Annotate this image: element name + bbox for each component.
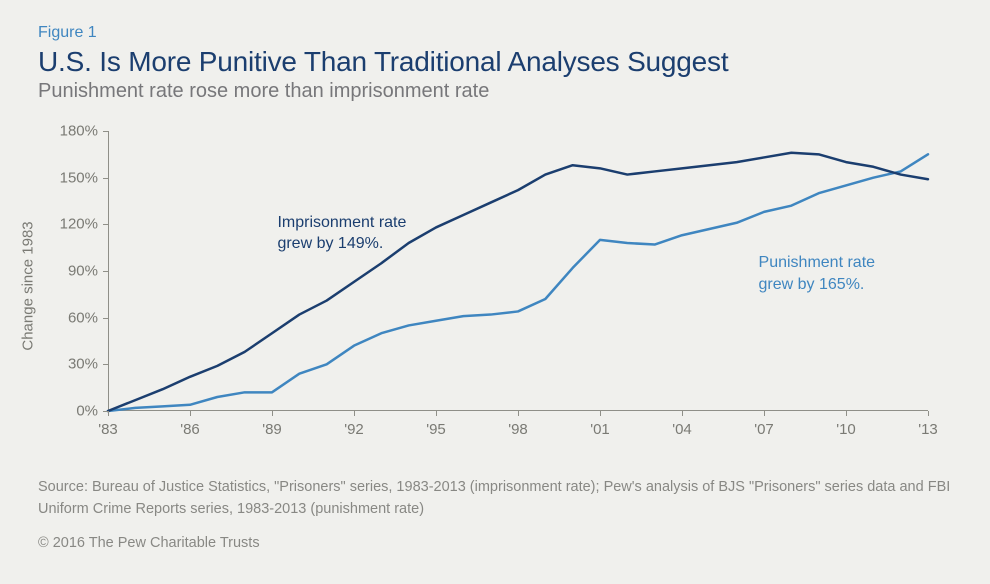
chart-title: U.S. Is More Punitive Than Traditional A…	[38, 46, 952, 78]
x-tick-label: '92	[344, 421, 364, 438]
y-tick-mark	[103, 178, 108, 179]
source-text: Source: Bureau of Justice Statistics, "P…	[38, 477, 952, 521]
x-tick-label: '95	[426, 421, 446, 438]
y-tick-mark	[103, 131, 108, 132]
annotation-imprisonment: Imprisonment rate grew by 149%.	[277, 212, 406, 255]
y-tick-label: 180%	[60, 123, 98, 140]
y-tick-mark	[103, 318, 108, 319]
chart-area: Change since 1983 0%30%60%90%120%150%180…	[38, 121, 938, 451]
figure-label: Figure 1	[38, 24, 952, 42]
x-tick-mark	[436, 411, 437, 416]
x-tick-label: '89	[262, 421, 282, 438]
x-tick-label: '10	[836, 421, 856, 438]
annotation-punishment: Punishment rate grew by 165%.	[759, 252, 876, 295]
y-tick-label: 60%	[68, 309, 98, 326]
y-tick-label: 90%	[68, 263, 98, 280]
copyright-text: © 2016 The Pew Charitable Trusts	[38, 535, 952, 551]
x-tick-mark	[764, 411, 765, 416]
x-tick-mark	[682, 411, 683, 416]
x-tick-mark	[354, 411, 355, 416]
y-axis-title: Change since 1983	[20, 221, 37, 350]
x-tick-label: '83	[98, 421, 118, 438]
x-tick-mark	[518, 411, 519, 416]
y-tick-mark	[103, 224, 108, 225]
x-tick-mark	[190, 411, 191, 416]
x-tick-mark	[846, 411, 847, 416]
y-tick-label: 120%	[60, 216, 98, 233]
x-tick-label: '86	[180, 421, 200, 438]
y-tick-label: 0%	[76, 403, 98, 420]
plot-region: 0%30%60%90%120%150%180%'83'86'89'92'95'9…	[108, 131, 928, 411]
y-tick-label: 150%	[60, 169, 98, 186]
x-tick-label: '13	[918, 421, 938, 438]
x-tick-label: '98	[508, 421, 528, 438]
x-tick-label: '01	[590, 421, 610, 438]
x-tick-mark	[272, 411, 273, 416]
x-tick-mark	[600, 411, 601, 416]
x-tick-label: '07	[754, 421, 774, 438]
x-tick-mark	[108, 411, 109, 416]
chart-subtitle: Punishment rate rose more than imprisonm…	[38, 80, 952, 103]
y-tick-mark	[103, 364, 108, 365]
y-tick-label: 30%	[68, 356, 98, 373]
y-tick-mark	[103, 271, 108, 272]
x-tick-label: '04	[672, 421, 692, 438]
x-tick-mark	[928, 411, 929, 416]
